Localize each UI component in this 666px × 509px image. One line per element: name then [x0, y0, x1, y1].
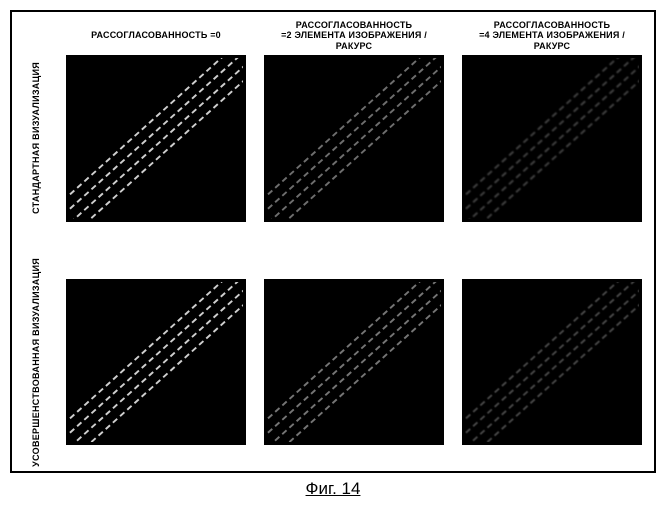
row-spacer — [24, 226, 642, 254]
col-header-1-line1: РАССОГЛАСОВАННОСТЬ — [264, 20, 444, 30]
panel-grid: РАССОГЛАСОВАННОСТЬ =0 РАССОГЛАСОВАННОСТЬ… — [24, 20, 642, 467]
panel-r1-c0 — [66, 279, 246, 446]
col-header-2-line1: РАССОГЛАСОВАННОСТЬ — [462, 20, 642, 30]
col-header-2-line2: =4 ЭЛЕМЕНТА ИЗОБРАЖЕНИЯ / РАКУРС — [462, 30, 642, 51]
panel-r0-c0 — [66, 55, 246, 222]
panel-r1-c2 — [462, 279, 642, 446]
figure-caption: Фиг. 14 — [10, 479, 656, 499]
col-header-0: РАССОГЛАСОВАННОСТЬ =0 — [66, 30, 246, 40]
figure-frame: РАССОГЛАСОВАННОСТЬ =0 РАССОГЛАСОВАННОСТЬ… — [10, 10, 656, 473]
col-header-0-line2: РАССОГЛАСОВАННОСТЬ =0 — [66, 30, 246, 40]
col-header-2: РАССОГЛАСОВАННОСТЬ =4 ЭЛЕМЕНТА ИЗОБРАЖЕН… — [462, 20, 642, 51]
panel-r0-c2 — [462, 55, 642, 222]
col-header-1-line2: =2 ЭЛЕМЕНТА ИЗОБРАЖЕНИЯ / РАКУРС — [264, 30, 444, 51]
col-header-1: РАССОГЛАСОВАННОСТЬ =2 ЭЛЕМЕНТА ИЗОБРАЖЕН… — [264, 20, 444, 51]
panel-r1-c1 — [264, 279, 444, 446]
row-label-1: УСОВЕРШЕНСТВОВАННАЯ ВИЗУАЛИЗАЦИЯ — [31, 258, 41, 467]
panel-r0-c1 — [264, 55, 444, 222]
row-label-0: СТАНДАРТНАЯ ВИЗУАЛИЗАЦИЯ — [31, 62, 41, 214]
